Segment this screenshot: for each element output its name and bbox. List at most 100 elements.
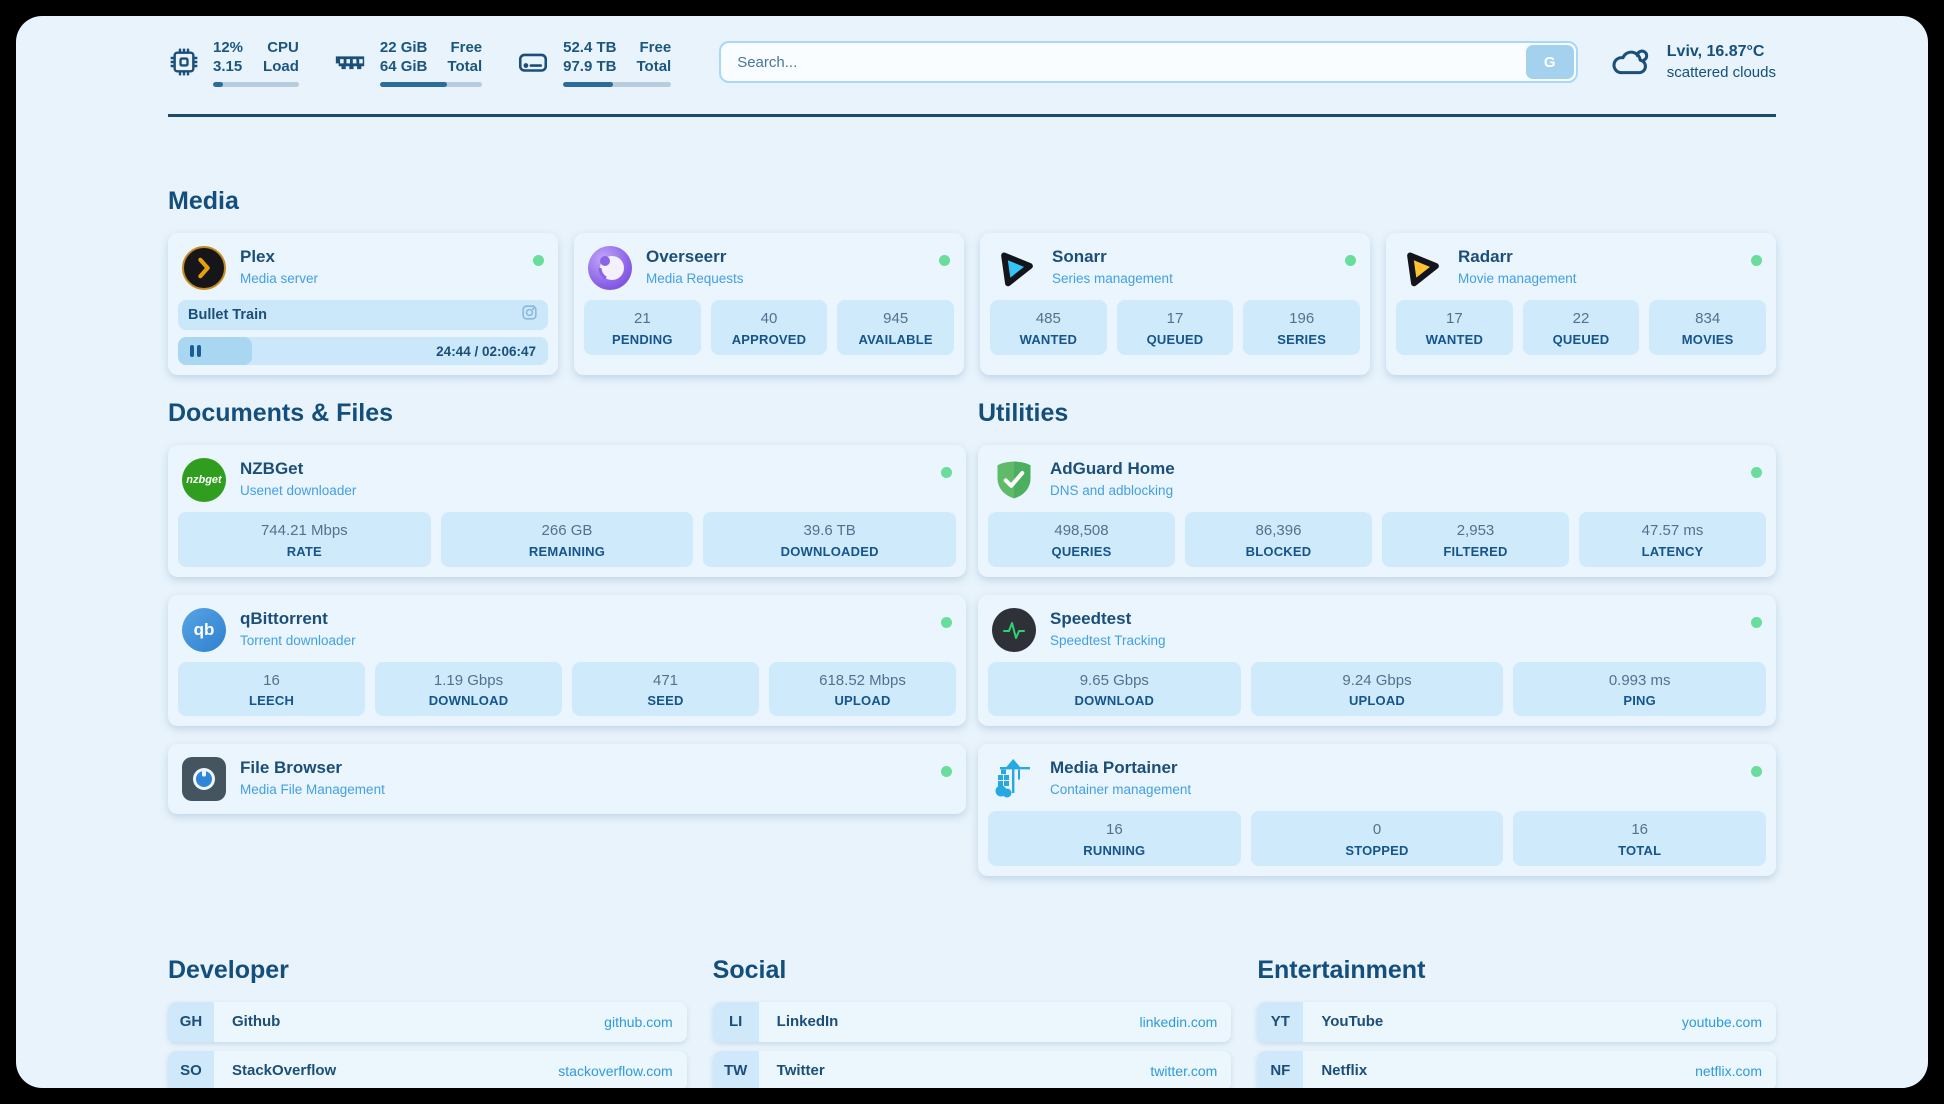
stat-tile: 17 QUEUED	[1116, 300, 1234, 355]
overseerr-icon	[588, 246, 632, 290]
cpu-stat: 12% 3.15 CPU Load	[168, 38, 299, 87]
stat-tile: 2,953 FILTERED	[1382, 512, 1569, 567]
app-subtitle: Media File Management	[240, 782, 385, 798]
stat-tile: 16 TOTAL	[1513, 811, 1766, 866]
weather-condition: scattered clouds	[1666, 63, 1776, 81]
memory-labels: Free Total	[447, 38, 483, 76]
stat-tile: 744.21 Mbps RATE	[178, 512, 431, 567]
app-name: AdGuard Home	[1050, 459, 1175, 478]
documents-column: Documents & Files nzbget NZBGet Usenet d…	[168, 399, 966, 832]
stat-tile: 16 LEECH	[178, 661, 365, 716]
app-subtitle: Speedtest Tracking	[1050, 632, 1166, 648]
sonarr-icon	[994, 246, 1038, 290]
cloud-icon	[1608, 42, 1654, 83]
app-name: Sonarr	[1052, 247, 1107, 266]
link-abbr: GH	[168, 1001, 214, 1042]
pause-icon	[190, 345, 201, 357]
session-icon[interactable]	[521, 304, 538, 326]
stat-tile: 498,508 QUERIES	[988, 512, 1175, 567]
stat-tile: 39.6 TB DOWNLOADED	[703, 512, 956, 567]
search-bar: G	[719, 41, 1578, 83]
stat-tile: 471 SEED	[572, 661, 759, 716]
app-name: File Browser	[240, 758, 343, 777]
app-subtitle: Media server	[240, 271, 319, 287]
cpu-values: 12% 3.15	[213, 38, 244, 76]
section-title-developer: Developer	[168, 955, 289, 984]
app-card-adguard[interactable]: AdGuard Home DNS and adblocking 498,508 Q…	[978, 445, 1776, 577]
utilities-column: Utilities AdGuard Home DNS and adblockin…	[978, 399, 1776, 894]
cpu-icon	[168, 46, 200, 78]
search-engine-button[interactable]: G	[1525, 45, 1574, 79]
stat-tile: 40 APPROVED	[710, 300, 828, 355]
link-url: netflix.com	[1695, 1062, 1762, 1079]
app-card-overseerr[interactable]: Overseerr Media Requests 21 PENDING 40 APP…	[574, 233, 964, 375]
app-card-nzbget[interactable]: nzbget NZBGet Usenet downloader 744.21 M…	[168, 445, 966, 577]
app-card-sonarr[interactable]: Sonarr Series management 485 WANTED 17 QUE…	[980, 233, 1370, 375]
link-url: twitter.com	[1150, 1062, 1218, 1079]
status-dot	[939, 255, 950, 266]
cpu-labels: CPU Load	[263, 38, 299, 76]
status-dot	[1345, 255, 1356, 266]
link-name: LinkedIn	[776, 1013, 839, 1030]
app-card-portainer[interactable]: Media Portainer Container management 16 R…	[978, 744, 1776, 876]
links-grid: Developer GH Github github.com SO StackO…	[168, 955, 1776, 1088]
link-twitter[interactable]: TW Twitter twitter.com	[712, 1050, 1232, 1088]
app-card-plex[interactable]: Plex Media server Bullet Train 24:44 / 0…	[168, 233, 558, 375]
section-title-utilities: Utilities	[978, 399, 1069, 427]
media-card-grid: Plex Media server Bullet Train 24:44 / 0…	[168, 233, 1776, 375]
disk-labels: Free Total	[636, 38, 672, 76]
app-name: Radarr	[1458, 247, 1513, 266]
link-netflix[interactable]: NF Netflix netflix.com	[1257, 1050, 1776, 1088]
app-subtitle: Media Requests	[646, 271, 744, 287]
stat-tile: 485 WANTED	[990, 300, 1107, 355]
app-card-speedtest[interactable]: Speedtest Speedtest Tracking 9.65 Gbps DO…	[978, 594, 1776, 726]
section-title-documents: Documents & Files	[168, 399, 394, 427]
stat-tile: 945 AVAILABLE	[837, 300, 954, 355]
link-github[interactable]: GH Github github.com	[168, 1001, 687, 1042]
app-subtitle: Torrent downloader	[240, 632, 356, 648]
link-stackoverflow[interactable]: SO StackOverflow stackoverflow.com	[168, 1050, 687, 1088]
status-dot	[1751, 616, 1762, 628]
header-divider	[168, 114, 1776, 117]
qbittorrent-icon: qb	[182, 607, 226, 652]
link-abbr: SO	[168, 1050, 214, 1088]
link-abbr: LI	[712, 1001, 759, 1042]
status-dot	[1751, 255, 1762, 266]
app-card-qbittorrent[interactable]: qb qBittorrent Torrent downloader 16 LEEC…	[168, 594, 966, 726]
app-card-radarr[interactable]: Radarr Movie management 17 WANTED 22 QUEUE…	[1386, 233, 1776, 375]
weather-widget: Lviv, 16.87°C scattered clouds	[1608, 41, 1776, 83]
disk-progress-bar	[563, 81, 672, 87]
portainer-icon	[992, 757, 1036, 801]
status-dot	[1751, 467, 1762, 478]
link-abbr: YT	[1257, 1001, 1304, 1042]
app-card-filebrowser[interactable]: File Browser Media File Management	[168, 744, 966, 814]
stat-tile: 618.52 Mbps UPLOAD	[769, 661, 956, 716]
search-input[interactable]	[719, 41, 1578, 83]
app-subtitle: Movie management	[1458, 271, 1577, 287]
stat-tile: 16 RUNNING	[988, 811, 1241, 866]
app-name: Media Portainer	[1050, 758, 1178, 777]
playback-progress: 24:44 / 02:06:47	[178, 337, 548, 365]
app-subtitle: Usenet downloader	[240, 483, 357, 499]
link-name: Twitter	[776, 1062, 825, 1079]
app-subtitle: Container management	[1050, 782, 1192, 798]
stat-tile: 1.19 Gbps DOWNLOAD	[375, 661, 562, 716]
app-subtitle: Series management	[1052, 271, 1173, 287]
link-linkedin[interactable]: LI LinkedIn linkedin.com	[712, 1001, 1232, 1042]
memory-stat: 22 GiB 64 GiB Free Total	[333, 38, 483, 87]
stat-tile: 266 GB REMAINING	[440, 512, 694, 567]
app-subtitle: DNS and adblocking	[1050, 483, 1174, 499]
weather-location-temp: Lviv, 16.87°C	[1666, 43, 1765, 61]
link-youtube[interactable]: YT YouTube youtube.com	[1257, 1001, 1776, 1042]
section-title-social: Social	[712, 955, 787, 984]
disk-icon	[516, 45, 550, 79]
filebrowser-icon	[182, 757, 226, 801]
app-name: Speedtest	[1050, 608, 1132, 628]
stat-tile: 21 PENDING	[584, 300, 701, 355]
link-name: Netflix	[1321, 1062, 1368, 1079]
stat-tile: 17 WANTED	[1396, 300, 1513, 355]
status-dot	[941, 616, 952, 628]
top-bar: 12% 3.15 CPU Load 22 GiB 64 GiB Free Total	[168, 38, 1776, 87]
cpu-progress-bar	[213, 81, 299, 87]
mid-grid: Documents & Files nzbget NZBGet Usenet d…	[168, 399, 1776, 894]
